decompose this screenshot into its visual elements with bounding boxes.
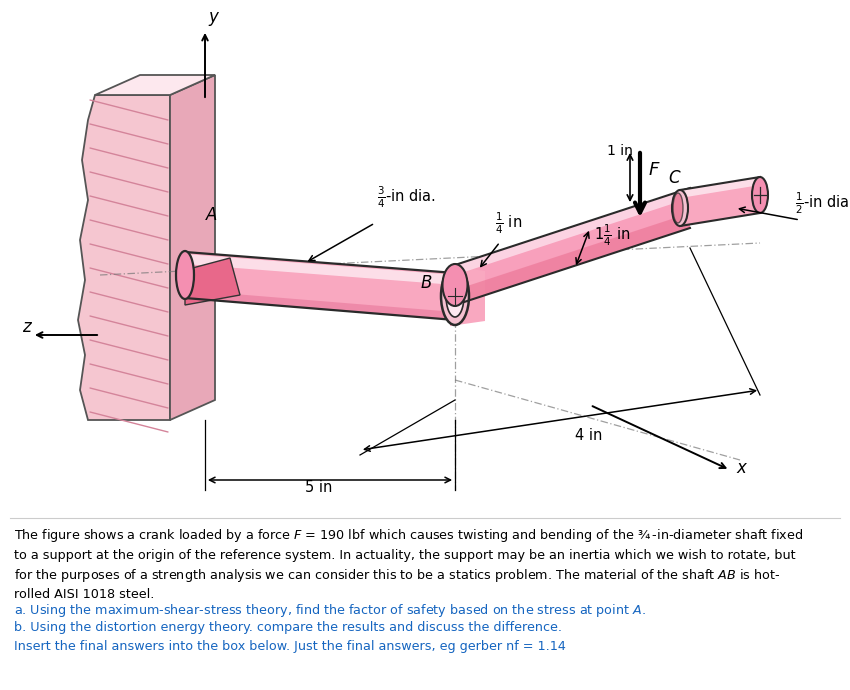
Ellipse shape: [176, 251, 194, 299]
Text: $C$: $C$: [668, 169, 682, 187]
Ellipse shape: [443, 264, 468, 306]
Ellipse shape: [752, 177, 768, 213]
Ellipse shape: [672, 190, 688, 226]
Polygon shape: [455, 188, 690, 275]
Polygon shape: [78, 95, 170, 420]
Polygon shape: [185, 254, 455, 285]
Polygon shape: [185, 258, 240, 305]
Text: Insert the final answers into the box below. Just the final answers, eg gerber n: Insert the final answers into the box be…: [14, 640, 566, 653]
Text: $\frac{1}{4}$ in: $\frac{1}{4}$ in: [495, 211, 522, 236]
Text: a. Using the maximum-shear-stress theory, find the factor of safety based on the: a. Using the maximum-shear-stress theory…: [14, 602, 646, 619]
Text: $\frac{3}{4}$-in dia.: $\frac{3}{4}$-in dia.: [377, 185, 436, 210]
Text: y: y: [208, 8, 218, 26]
Text: 4 in: 4 in: [575, 428, 603, 443]
Polygon shape: [450, 266, 485, 326]
Text: z: z: [22, 318, 31, 336]
Polygon shape: [680, 177, 760, 226]
Ellipse shape: [446, 275, 464, 317]
Text: $1\frac{1}{4}$ in: $1\frac{1}{4}$ in: [594, 223, 631, 248]
Ellipse shape: [441, 267, 469, 325]
Text: $\frac{1}{2}$-in dia.: $\frac{1}{2}$-in dia.: [795, 191, 850, 216]
Text: The figure shows a crank loaded by a force $F$ = 190 lbf which causes twisting a: The figure shows a crank loaded by a for…: [14, 527, 803, 602]
Polygon shape: [185, 252, 455, 320]
Text: x: x: [736, 459, 745, 477]
Text: $A$: $A$: [205, 206, 218, 224]
Polygon shape: [455, 188, 690, 305]
Ellipse shape: [673, 193, 683, 223]
Polygon shape: [680, 177, 760, 198]
Text: 5 in: 5 in: [305, 480, 332, 495]
Text: b. Using the distortion energy theory. compare the results and discuss the diffe: b. Using the distortion energy theory. c…: [14, 621, 562, 634]
Text: $F$: $F$: [648, 161, 660, 179]
Polygon shape: [95, 75, 215, 95]
Polygon shape: [170, 75, 215, 420]
Text: $B$: $B$: [420, 274, 433, 292]
Polygon shape: [455, 213, 690, 305]
Text: 1 in: 1 in: [607, 144, 633, 158]
Polygon shape: [185, 290, 455, 320]
